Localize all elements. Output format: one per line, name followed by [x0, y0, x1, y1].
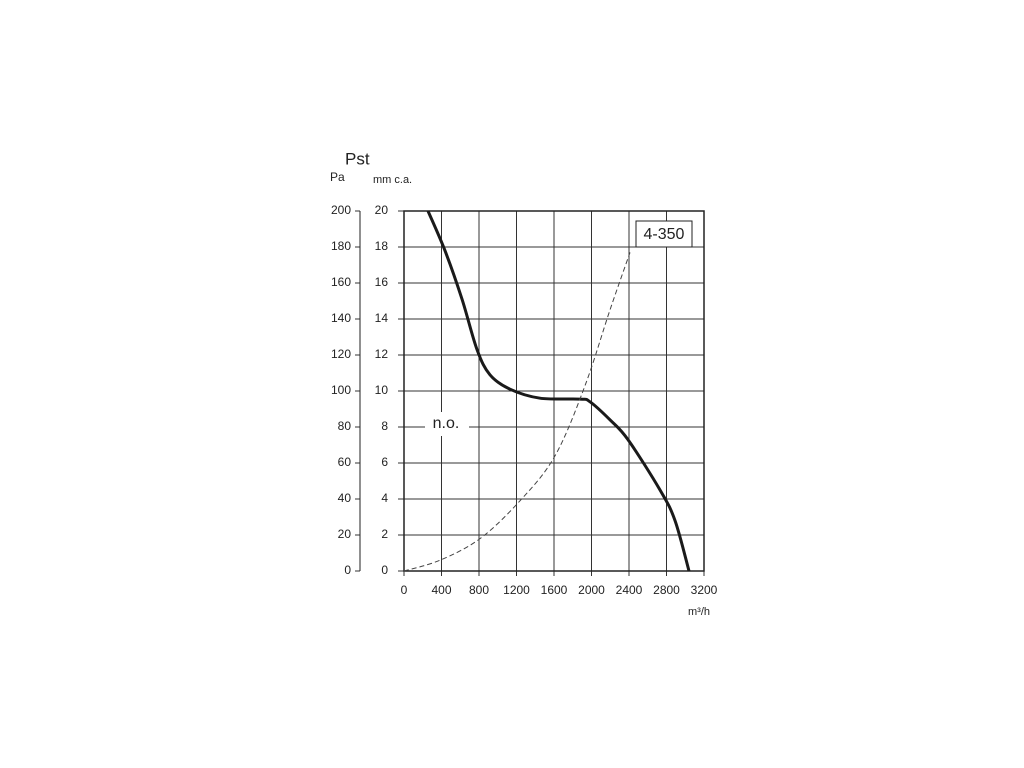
y2-tick-label: 140 — [331, 311, 351, 325]
y-tick-label: 10 — [375, 383, 389, 397]
x-tick-label: 800 — [469, 583, 489, 597]
y2-tick-label: 200 — [331, 203, 351, 217]
y2-tick-label: 60 — [338, 455, 352, 469]
annotation: n.o. — [433, 415, 460, 432]
y-tick-label: 2 — [381, 527, 388, 541]
x-tick-label: 0 — [401, 583, 408, 597]
x-tick-label: 1600 — [541, 583, 568, 597]
annotation-bg — [425, 412, 469, 436]
y2-axis-label: Pa — [330, 170, 345, 184]
y-tick-label: 16 — [375, 275, 389, 289]
system-curve — [403, 252, 631, 572]
y2-tick-label: 120 — [331, 347, 351, 361]
y2-tick-label: 80 — [338, 419, 352, 433]
y2-tick-label: 180 — [331, 239, 351, 253]
y2-tick-label: 160 — [331, 275, 351, 289]
y-axis-label: mm c.a. — [373, 174, 412, 186]
x-tick-label: 2400 — [616, 583, 643, 597]
y2-tick-label: 40 — [338, 491, 352, 505]
fan-curve — [426, 210, 691, 572]
x-axis-label: m³/h — [688, 606, 710, 618]
y-tick-label: 14 — [375, 311, 389, 325]
annotation: 4-350 — [644, 226, 685, 243]
y-tick-label: 20 — [375, 203, 389, 217]
x-tick-label: 3200 — [691, 583, 718, 597]
y2-tick-label: 20 — [338, 527, 352, 541]
x-tick-label: 2000 — [578, 583, 605, 597]
y-tick-label: 0 — [381, 563, 388, 577]
chart-title: Pst — [345, 149, 370, 168]
y2-tick-label: 100 — [331, 383, 351, 397]
x-tick-label: 2800 — [653, 583, 680, 597]
y2-tick-label: 0 — [344, 563, 351, 577]
y-tick-label: 4 — [381, 491, 388, 505]
x-tick-label: 400 — [431, 583, 451, 597]
y-tick-label: 6 — [381, 455, 388, 469]
x-tick-label: 1200 — [503, 583, 530, 597]
label-box — [635, 220, 693, 248]
y-tick-label: 12 — [375, 347, 389, 361]
plot-frame — [403, 210, 705, 572]
y-tick-label: 8 — [381, 419, 388, 433]
y-tick-label: 18 — [375, 239, 389, 253]
